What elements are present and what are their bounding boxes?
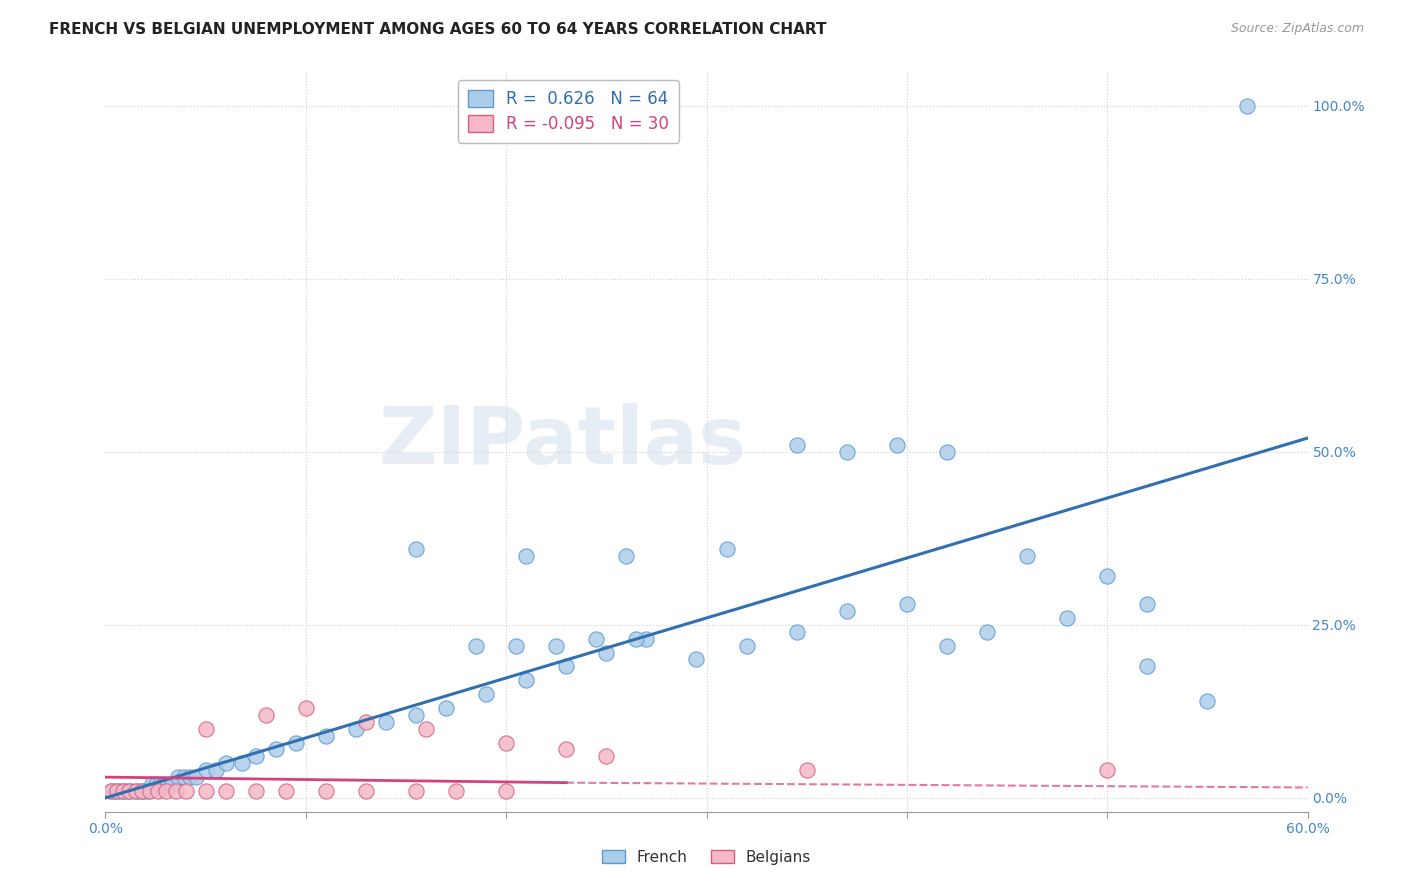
Point [118, 784, 141, 798]
Point [405, 707, 427, 722]
Point [155, 784, 177, 798]
Point [595, 646, 617, 660]
Point [595, 749, 617, 764]
Point [1136, 659, 1159, 673]
Point [1197, 694, 1219, 708]
Point [354, 714, 377, 729]
Point [1236, 99, 1258, 113]
Point [936, 639, 959, 653]
Point [245, 749, 267, 764]
Point [886, 438, 908, 452]
Point [160, 777, 183, 791]
Point [374, 714, 398, 729]
Point [786, 438, 808, 452]
Point [555, 742, 578, 756]
Point [444, 784, 467, 798]
Point [117, 784, 139, 798]
Point [415, 722, 437, 736]
Point [108, 784, 131, 798]
Legend: French, Belgians: French, Belgians [596, 844, 817, 871]
Point [585, 632, 607, 646]
Point [636, 632, 658, 646]
Point [124, 784, 146, 798]
Point [156, 777, 179, 791]
Point [896, 597, 918, 611]
Text: Source: ZipAtlas.com: Source: ZipAtlas.com [1230, 22, 1364, 36]
Point [515, 673, 537, 688]
Point [626, 632, 648, 646]
Point [245, 784, 267, 798]
Point [136, 784, 159, 798]
Point [148, 777, 170, 791]
Point [194, 763, 217, 777]
Point [166, 770, 188, 784]
Point [145, 777, 167, 791]
Point [616, 549, 638, 563]
Point [405, 784, 427, 798]
Point [465, 639, 488, 653]
Point [131, 784, 153, 798]
Point [515, 549, 537, 563]
Point [184, 770, 207, 784]
Point [735, 639, 758, 653]
Point [495, 735, 517, 749]
Point [194, 784, 217, 798]
Point [555, 659, 578, 673]
Point [141, 777, 163, 791]
Point [976, 624, 998, 639]
Point [505, 639, 527, 653]
Point [434, 701, 457, 715]
Point [254, 707, 277, 722]
Point [546, 639, 568, 653]
Point [174, 784, 197, 798]
Point [1017, 549, 1039, 563]
Text: ZIPatlas: ZIPatlas [378, 402, 747, 481]
Point [107, 784, 129, 798]
Point [495, 784, 517, 798]
Point [100, 784, 122, 798]
Point [132, 784, 155, 798]
Text: FRENCH VS BELGIAN UNEMPLOYMENT AMONG AGES 60 TO 64 YEARS CORRELATION CHART: FRENCH VS BELGIAN UNEMPLOYMENT AMONG AGE… [49, 22, 827, 37]
Point [112, 784, 135, 798]
Point [295, 701, 318, 715]
Point [128, 784, 150, 798]
Point [179, 770, 201, 784]
Point [100, 784, 122, 798]
Point [214, 756, 236, 771]
Point [146, 784, 169, 798]
Point [405, 541, 427, 556]
Point [685, 652, 707, 666]
Point [112, 784, 135, 798]
Point [1136, 597, 1159, 611]
Point [194, 722, 217, 736]
Point [835, 604, 858, 618]
Point [173, 770, 195, 784]
Point [315, 784, 337, 798]
Point [284, 735, 307, 749]
Point [231, 756, 253, 771]
Point [354, 784, 377, 798]
Point [204, 763, 226, 777]
Point [152, 777, 174, 791]
Point [1097, 763, 1119, 777]
Point [936, 445, 959, 459]
Point [716, 541, 738, 556]
Point [138, 784, 160, 798]
Point [344, 722, 367, 736]
Point [165, 784, 187, 798]
Point [796, 763, 818, 777]
Point [264, 742, 287, 756]
Point [835, 445, 858, 459]
Point [104, 784, 127, 798]
Point [475, 687, 498, 701]
Point [124, 784, 146, 798]
Point [214, 784, 236, 798]
Point [121, 784, 143, 798]
Point [274, 784, 297, 798]
Point [786, 624, 808, 639]
Point [1097, 569, 1119, 583]
Point [1056, 611, 1078, 625]
Point [315, 729, 337, 743]
